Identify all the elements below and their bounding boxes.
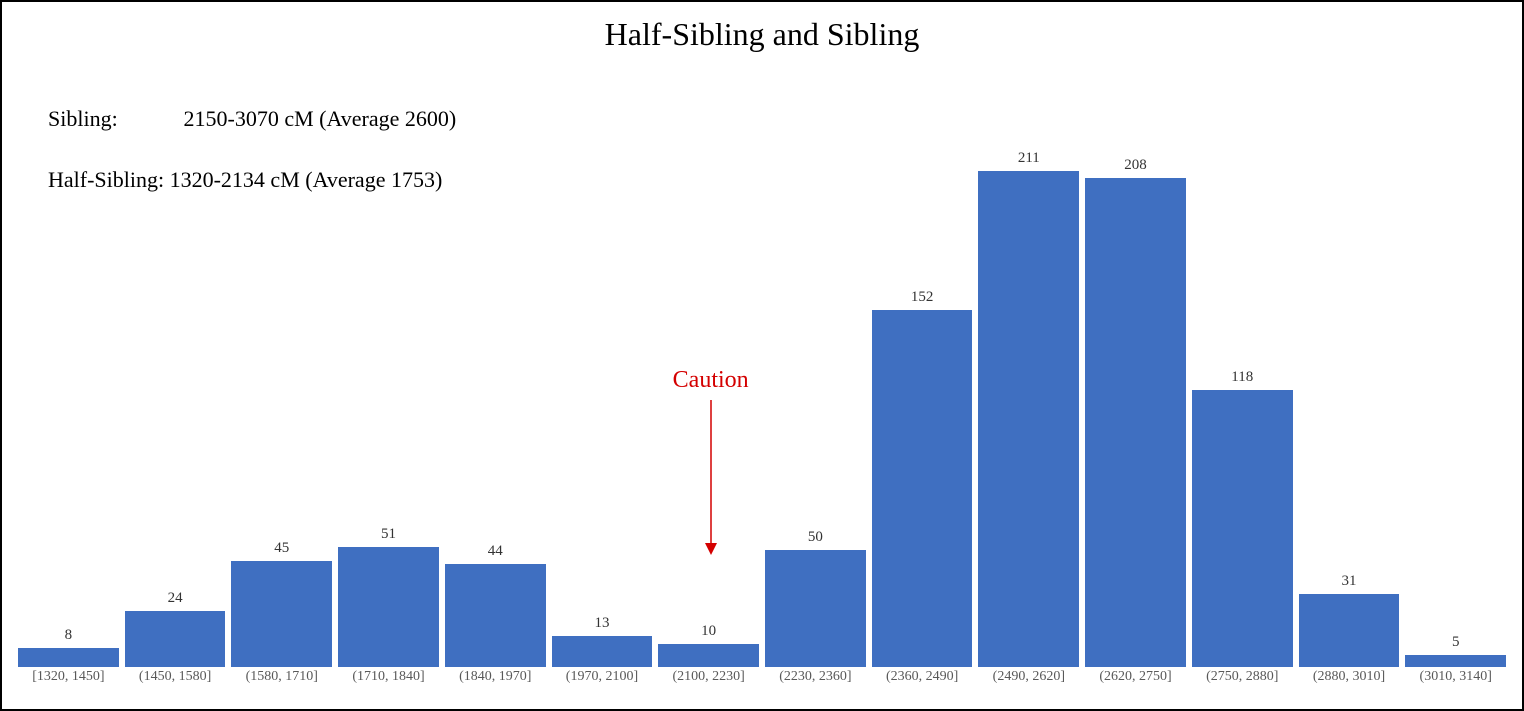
histogram-bar [125, 611, 226, 667]
bar-slot: 24 [125, 147, 226, 667]
x-axis-label: (1450, 1580] [125, 669, 226, 691]
histogram-bar [338, 547, 439, 667]
histogram-bar [1405, 655, 1506, 667]
histogram-bar [872, 310, 973, 667]
bar-value-label: 50 [808, 529, 823, 546]
histogram-bar [445, 564, 546, 667]
sibling-range: 2150-3070 cM (Average 2600) [184, 106, 457, 131]
x-axis-label: (1970, 2100] [552, 669, 653, 691]
histogram-bar [1299, 594, 1400, 667]
bar-value-label: 44 [488, 543, 503, 560]
histogram-bar [1085, 178, 1186, 667]
x-axis-label: (2360, 2490] [872, 669, 973, 691]
bars-row: 8 24 45 51 44 13 10 50 152 211 208 118 31 5 [16, 147, 1508, 667]
bar-value-label: 211 [1018, 150, 1040, 167]
bar-slot: 5 [1405, 147, 1506, 667]
bar-slot: 211 [978, 147, 1079, 667]
bar-value-label: 31 [1341, 573, 1356, 590]
x-axis-label: (2230, 2360] [765, 669, 866, 691]
bar-value-label: 5 [1452, 634, 1460, 651]
bar-value-label: 152 [911, 289, 934, 306]
chart-title: Half-Sibling and Sibling [2, 16, 1522, 53]
bar-slot: 152 [872, 147, 973, 667]
arrow-down-icon [701, 400, 721, 555]
caution-text: Caution [673, 367, 749, 394]
bar-slot: 8 [18, 147, 119, 667]
histogram-bar [765, 550, 866, 668]
chart-frame: Half-Sibling and Sibling Sibling: 2150-3… [0, 0, 1524, 711]
histogram-bar [658, 644, 759, 668]
bar-slot: 45 [231, 147, 332, 667]
x-axis-label: (2750, 2880] [1192, 669, 1293, 691]
x-axis-label: [1320, 1450] [18, 669, 119, 691]
bar-value-label: 24 [168, 590, 183, 607]
bar-slot: 50 [765, 147, 866, 667]
histogram-bar [231, 561, 332, 667]
bar-value-label: 10 [701, 623, 716, 640]
histogram-bar [1192, 390, 1293, 667]
x-axis-label: (2490, 2620] [978, 669, 1079, 691]
histogram-bar [552, 636, 653, 667]
chart-area: 8 24 45 51 44 13 10 50 152 211 208 118 31 5 [1320, 14… [16, 131, 1508, 691]
bar-value-label: 45 [274, 540, 289, 557]
x-axis-label: (1710, 1840] [338, 669, 439, 691]
bar-value-label: 208 [1124, 157, 1147, 174]
x-labels-row: [1320, 1450] (1450, 1580](1580, 1710] (171… [16, 669, 1508, 691]
histogram-bar [978, 171, 1079, 667]
bar-slot: 208 [1085, 147, 1186, 667]
bar-slot: 118 [1192, 147, 1293, 667]
bar-value-label: 118 [1231, 369, 1253, 386]
bar-slot: 51 [338, 147, 439, 667]
histogram-bar [18, 648, 119, 667]
caution-annotation: Caution [673, 367, 749, 555]
bar-slot: 13 [552, 147, 653, 667]
x-axis-label: (1840, 1970] [445, 669, 546, 691]
x-axis-label: (2620, 2750] [1085, 669, 1186, 691]
bar-value-label: 8 [65, 627, 73, 644]
bar-slot: 31 [1299, 147, 1400, 667]
x-axis-label: (2100, 2230] [658, 669, 759, 691]
x-axis-label: (2880, 3010] [1299, 669, 1400, 691]
bar-slot: 44 [445, 147, 546, 667]
bar-value-label: 51 [381, 526, 396, 543]
x-axis-label: (3010, 3140] [1405, 669, 1506, 691]
x-axis-label: (1580, 1710] [231, 669, 332, 691]
bar-value-label: 13 [594, 615, 609, 632]
